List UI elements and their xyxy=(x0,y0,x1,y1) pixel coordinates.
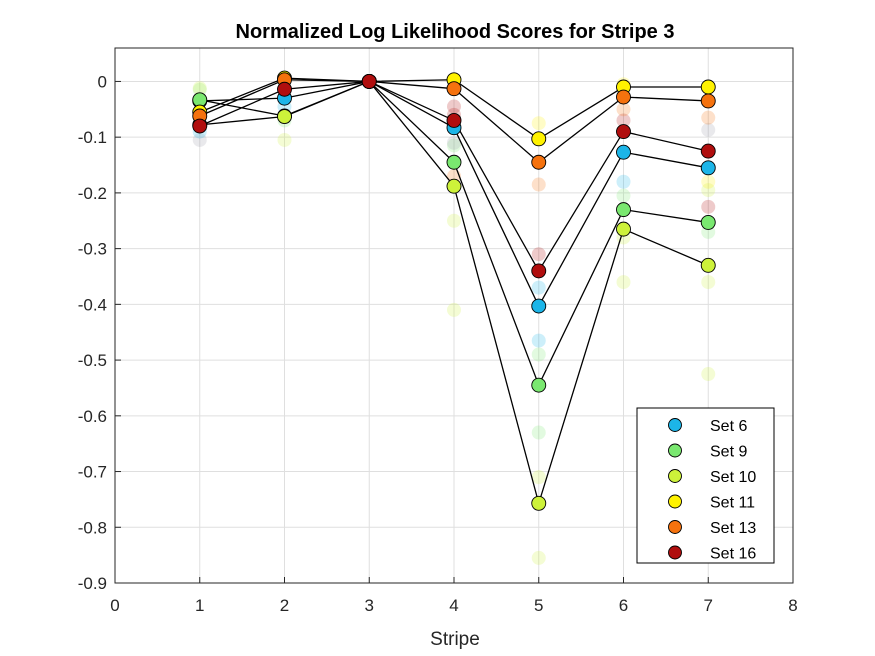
legend-label: Set 13 xyxy=(710,520,756,537)
y-tick-label: -0.1 xyxy=(78,128,107,147)
data-point xyxy=(531,298,547,314)
x-tick-label: 4 xyxy=(449,596,458,615)
x-tick-label: 5 xyxy=(534,596,543,615)
y-tick-label: 0 xyxy=(98,72,107,91)
legend-marker xyxy=(668,469,682,483)
data-point xyxy=(192,118,208,134)
y-tick-label: -0.2 xyxy=(78,184,107,203)
data-point xyxy=(616,144,631,160)
x-tick-label: 6 xyxy=(619,596,628,615)
faded-point xyxy=(701,110,716,125)
legend-marker xyxy=(668,545,682,560)
faded-point xyxy=(701,122,716,137)
data-point xyxy=(446,112,462,128)
faded-point xyxy=(531,247,546,262)
legend-marker xyxy=(668,494,682,509)
faded-point xyxy=(701,199,716,214)
y-tick-label: -0.5 xyxy=(78,351,107,370)
data-point xyxy=(700,160,716,176)
x-axis-label: Stripe xyxy=(430,629,480,650)
faded-point xyxy=(616,113,631,128)
faded-point xyxy=(277,132,292,147)
x-tick-label: 2 xyxy=(280,596,289,615)
legend-marker xyxy=(668,443,682,458)
faded-point xyxy=(531,425,546,440)
data-point xyxy=(531,377,547,393)
data-point xyxy=(531,263,547,279)
data-point xyxy=(616,124,631,140)
x-tick-label: 3 xyxy=(365,596,374,615)
data-point xyxy=(277,81,292,97)
data-point xyxy=(700,214,716,230)
faded-point xyxy=(616,102,631,117)
faded-point xyxy=(192,132,207,147)
faded-point xyxy=(531,333,546,348)
data-point xyxy=(700,143,716,159)
faded-point xyxy=(701,367,716,382)
data-point xyxy=(446,154,462,170)
y-tick-label: -0.6 xyxy=(78,407,107,426)
legend-label: Set 6 xyxy=(710,418,747,435)
data-point xyxy=(446,178,462,194)
faded-point xyxy=(616,174,631,189)
x-tick-label: 7 xyxy=(704,596,713,615)
legend-label: Set 9 xyxy=(710,444,747,461)
faded-point xyxy=(616,275,631,290)
faded-point xyxy=(531,280,546,295)
x-tick-label: 1 xyxy=(195,596,204,615)
faded-point xyxy=(447,99,461,114)
data-point xyxy=(616,89,631,105)
x-tick-label: 0 xyxy=(110,596,119,615)
faded-point xyxy=(701,275,716,290)
chart-title: Normalized Log Likelihood Scores for Str… xyxy=(236,21,675,43)
data-point xyxy=(700,93,716,109)
y-tick-label: -0.4 xyxy=(78,295,107,314)
faded-point xyxy=(531,177,546,192)
data-point xyxy=(446,81,462,97)
data-point xyxy=(616,221,631,237)
faded-point xyxy=(531,116,546,131)
faded-point xyxy=(616,188,631,203)
faded-point xyxy=(701,183,716,198)
data-point xyxy=(531,154,547,170)
y-tick-label: -0.3 xyxy=(78,240,107,259)
axes: 0 1 2 3 4 5 6 7 8 0 -0.1 -0.2 -0.3 -0.4 -0.5 -0.6 -0.7 -0… xyxy=(78,72,798,615)
legend-label: Set 16 xyxy=(710,546,756,563)
faded-point xyxy=(447,138,461,153)
data-point xyxy=(361,73,377,89)
y-tick-label: -0.9 xyxy=(78,574,107,593)
legend-label: Set 11 xyxy=(710,495,755,512)
data-point xyxy=(700,257,716,273)
data-point xyxy=(616,202,631,218)
faded-point xyxy=(531,550,546,565)
faded-point xyxy=(447,135,461,150)
data-point xyxy=(277,109,292,124)
faded-point xyxy=(531,347,546,362)
data-point xyxy=(531,131,547,147)
legend-marker xyxy=(668,520,682,534)
legend: Set 6 Set 9 Set 10 Set 11 Set 13 Set 16 xyxy=(636,407,775,564)
legend-box xyxy=(636,407,775,564)
faded-point xyxy=(447,302,461,317)
faded-point xyxy=(531,470,546,485)
legend-label: Set 10 xyxy=(710,469,756,486)
legend-marker xyxy=(668,418,682,432)
faded-point xyxy=(447,213,461,228)
data-point xyxy=(531,495,547,511)
data-point xyxy=(700,79,716,95)
y-tick-label: -0.7 xyxy=(78,463,107,482)
y-tick-label: -0.8 xyxy=(78,518,107,537)
x-tick-label: 8 xyxy=(788,596,797,615)
faded-point xyxy=(192,81,207,96)
series-markers xyxy=(192,70,716,511)
faded-point xyxy=(701,174,716,189)
